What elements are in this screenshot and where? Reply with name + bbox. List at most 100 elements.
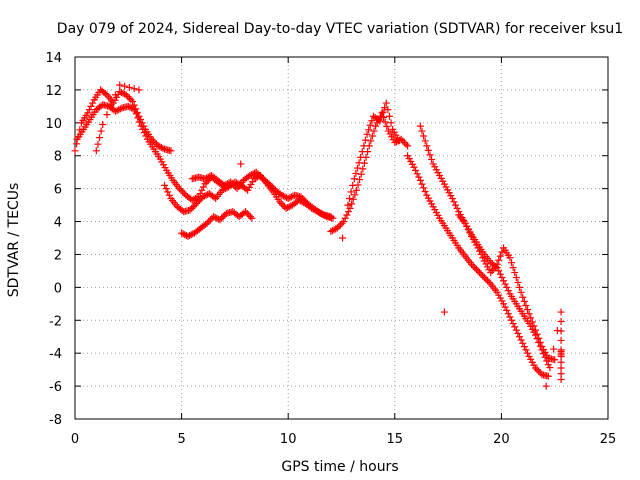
data-point-fill <box>540 350 548 358</box>
data-point <box>506 313 514 321</box>
tick-layer: 0 5 10 15 20 25 -8 -6 -4 -2 0 2 4 6 8 10 12 14 <box>45 51 616 447</box>
data-point-fill <box>522 301 530 309</box>
data-point-fill <box>385 112 393 120</box>
data-point-fill <box>366 121 374 129</box>
data-point-fill <box>361 136 369 144</box>
data-point <box>506 254 514 262</box>
data-point <box>474 267 482 275</box>
data-point-fill <box>89 99 97 107</box>
data-point-fill <box>535 338 543 346</box>
data-point-fill <box>115 106 123 114</box>
data-point <box>154 142 162 150</box>
data-point <box>184 232 192 240</box>
data-point <box>203 219 211 227</box>
data-point <box>216 216 224 224</box>
data-point <box>448 195 456 203</box>
data-point-fill <box>520 297 528 305</box>
data-point-fill <box>214 215 222 223</box>
data-point <box>519 293 527 301</box>
y-tick-label: -4 <box>49 347 62 362</box>
series-track-j <box>455 211 552 369</box>
data-point <box>161 181 169 189</box>
data-point-fill <box>199 183 207 191</box>
data-point-fill <box>129 105 137 113</box>
data-point-fill <box>348 200 356 208</box>
y-tick-label: 8 <box>54 150 62 165</box>
data-point-fill <box>125 94 133 102</box>
data-point <box>329 214 337 222</box>
series-track-h <box>404 152 552 380</box>
data-point-fill <box>162 185 170 193</box>
data-point-fill <box>230 181 238 189</box>
data-point-fill <box>243 209 251 217</box>
data-point-fill <box>338 219 346 227</box>
data-point-fill <box>339 234 347 242</box>
data-point <box>193 199 201 207</box>
data-point-fill <box>139 125 147 133</box>
y-tick-label: 2 <box>54 248 62 263</box>
data-point <box>131 106 139 114</box>
data-point-fill <box>341 214 349 222</box>
data-point-fill <box>516 283 524 291</box>
data-point-fill <box>520 343 528 351</box>
data-point-fill <box>125 83 133 91</box>
data-point-fill <box>355 159 363 167</box>
data-point-fill <box>112 91 120 99</box>
data-point-fill <box>400 139 408 147</box>
data-point-fill <box>543 357 551 365</box>
data-point-fill <box>121 82 129 90</box>
data-point-fill <box>504 287 512 295</box>
data-point <box>248 214 256 222</box>
data-point <box>525 310 533 318</box>
data-point <box>500 277 508 285</box>
data-point-fill <box>255 171 263 179</box>
data-point <box>116 81 124 89</box>
data-point-fill <box>321 212 329 220</box>
data-point-fill <box>85 106 93 114</box>
data-point-fill <box>535 367 543 375</box>
data-point-fill <box>210 193 218 201</box>
data-point-fill <box>418 127 426 135</box>
y-tick-label: 10 <box>45 117 62 132</box>
data-point-fill <box>190 195 198 203</box>
data-point-fill <box>134 114 142 122</box>
data-point-fill <box>479 272 487 280</box>
data-point-fill <box>421 188 429 196</box>
data-point-fill <box>503 283 511 291</box>
data-point <box>391 139 399 147</box>
data-point <box>201 175 209 183</box>
data-point-fill <box>524 306 532 314</box>
data-point-fill <box>94 140 102 148</box>
data-point-fill <box>381 118 389 126</box>
chart-title: Day 079 of 2024, Sidereal Day-to-day VTE… <box>57 21 623 37</box>
data-point-fill <box>194 198 202 206</box>
data-point-fill <box>126 103 134 111</box>
data-point-fill <box>344 208 352 216</box>
series-track-d <box>178 208 256 240</box>
data-point-fill <box>328 227 336 235</box>
data-point-fill <box>97 127 105 135</box>
data-point-fill <box>179 188 187 196</box>
data-point-fill <box>485 278 493 286</box>
data-point-fill <box>343 211 351 219</box>
data-point-fill <box>368 132 376 140</box>
data-point-fill <box>522 346 530 354</box>
data-point-fill <box>421 137 429 145</box>
data-point <box>218 186 226 194</box>
data-point-fill <box>501 303 509 311</box>
data-point <box>284 195 292 203</box>
data-point-fill <box>477 270 485 278</box>
data-point-fill <box>498 248 506 256</box>
data-point-fill <box>424 146 432 154</box>
data-point <box>410 163 418 171</box>
data-point <box>242 208 250 216</box>
data-point-fill <box>119 89 127 97</box>
data-point-fill <box>188 204 196 212</box>
data-point-fill <box>211 213 219 221</box>
data-point-fill <box>492 262 500 270</box>
data-point-fill <box>279 201 287 209</box>
x-tick-label: 10 <box>280 432 297 447</box>
data-point <box>199 193 207 201</box>
data-point-fill <box>533 335 541 343</box>
data-point-fill <box>286 194 294 202</box>
